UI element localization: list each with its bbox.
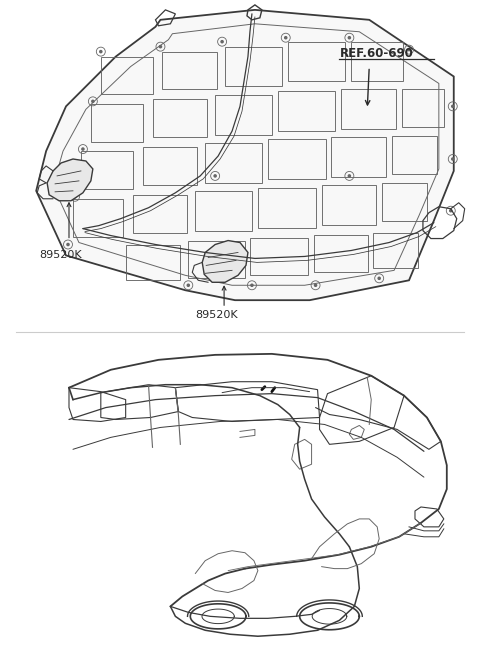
Circle shape xyxy=(213,174,217,178)
Text: 89520K: 89520K xyxy=(39,251,82,261)
Polygon shape xyxy=(47,159,93,201)
Circle shape xyxy=(187,284,190,287)
Circle shape xyxy=(451,105,455,108)
Circle shape xyxy=(284,36,288,40)
Circle shape xyxy=(99,50,103,54)
Circle shape xyxy=(377,276,381,280)
Circle shape xyxy=(451,157,455,161)
Polygon shape xyxy=(202,241,248,282)
Polygon shape xyxy=(36,10,454,300)
Circle shape xyxy=(407,48,411,52)
Circle shape xyxy=(66,243,70,246)
Circle shape xyxy=(91,99,95,103)
Text: REF.60-690: REF.60-690 xyxy=(339,47,413,60)
Circle shape xyxy=(348,36,351,40)
Circle shape xyxy=(159,45,162,48)
Circle shape xyxy=(250,284,254,287)
Circle shape xyxy=(220,40,224,44)
Text: 89520K: 89520K xyxy=(195,310,238,320)
Circle shape xyxy=(449,209,453,213)
Circle shape xyxy=(314,284,317,287)
Circle shape xyxy=(73,195,77,199)
Circle shape xyxy=(348,174,351,178)
Circle shape xyxy=(81,147,84,151)
